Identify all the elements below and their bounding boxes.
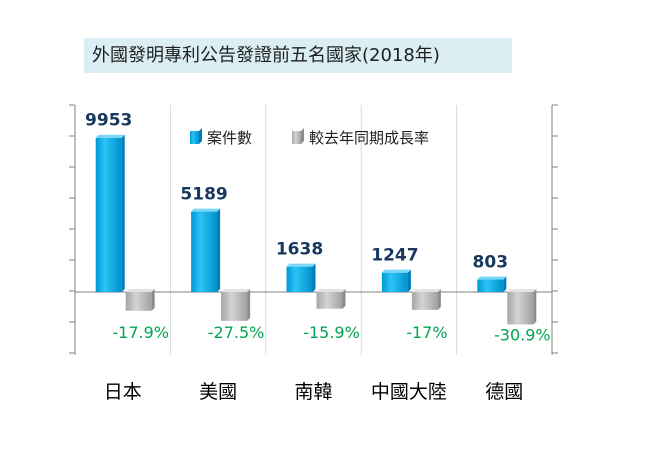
growth-value-label: -15.9% xyxy=(303,323,360,342)
data-labels: 9953 -17.9% 5189 -27.5% 1638 -15.9% 1247 -17% 80… xyxy=(85,111,551,345)
category-label: 德國 xyxy=(485,381,523,403)
gridlines xyxy=(169,105,458,355)
category-label: 南韓 xyxy=(294,381,332,403)
count-value-label: 803 xyxy=(473,253,509,273)
legend-item: 案件數 xyxy=(190,128,252,147)
growth-value-label: -17.9% xyxy=(112,323,169,342)
growth-value-label: -30.9% xyxy=(494,325,551,344)
count-value-label: 1638 xyxy=(276,240,323,260)
title-background xyxy=(84,38,512,73)
category-label: 美國 xyxy=(199,381,237,403)
growth-bar xyxy=(507,289,537,325)
legend-item: 較去年同期成長率 xyxy=(292,128,429,147)
growth-value-label: -27.5% xyxy=(208,323,265,342)
category-label: 日本 xyxy=(104,381,142,403)
growth-bar xyxy=(411,289,441,310)
growth-bar xyxy=(125,289,155,311)
count-bar xyxy=(286,263,316,292)
category-labels: 日本 美國 南韓 中國大陸 德國 xyxy=(104,381,524,403)
count-bar xyxy=(477,276,507,292)
bars xyxy=(95,134,537,325)
growth-bar xyxy=(221,289,251,321)
count-value-label: 5189 xyxy=(180,185,227,205)
count-bar xyxy=(191,208,221,292)
growth-bar xyxy=(316,289,346,309)
legend-label: 案件數 xyxy=(207,129,252,147)
chart-title: 外國發明專利公告發證前五名國家(2018年) xyxy=(92,45,440,66)
count-value-label: 9953 xyxy=(85,111,132,131)
count-bar xyxy=(95,134,125,292)
legend-label: 較去年同期成長率 xyxy=(309,129,429,147)
growth-value-label: -17% xyxy=(406,323,447,342)
legend-swatch xyxy=(292,131,301,144)
legend: 案件數 較去年同期成長率 xyxy=(190,128,429,147)
legend-swatch xyxy=(190,131,199,144)
count-bar xyxy=(381,269,411,292)
category-label: 中國大陸 xyxy=(371,381,447,403)
count-value-label: 1247 xyxy=(371,246,418,266)
